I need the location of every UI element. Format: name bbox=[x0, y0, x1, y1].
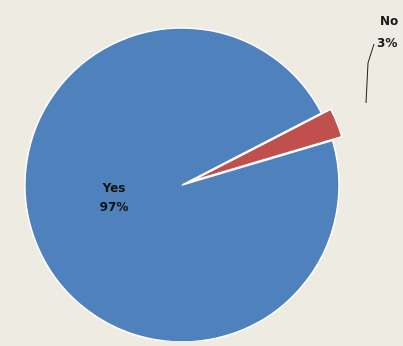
pie-slice-yes bbox=[24, 27, 340, 343]
leader-line-no bbox=[365, 43, 375, 104]
slice-value-label-yes: 97% bbox=[100, 200, 129, 214]
slice-label-no: No bbox=[380, 14, 398, 28]
slice-label-yes: Yes bbox=[102, 181, 126, 195]
slice-value-label-no: 3% bbox=[377, 36, 397, 50]
pie-slice-no bbox=[190, 108, 343, 182]
